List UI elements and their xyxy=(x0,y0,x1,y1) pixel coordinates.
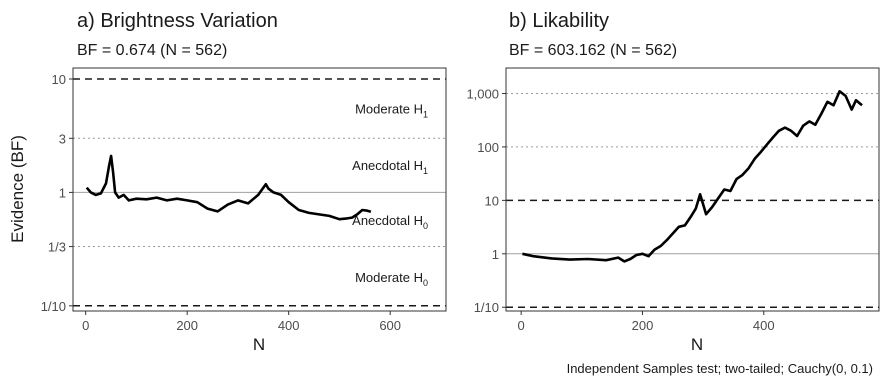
panel-a-annotation: Anecdotal H1 xyxy=(352,158,428,176)
panel-b-y-tick-label: 10 xyxy=(485,193,499,208)
panel-a-y-tick-label: 1/10 xyxy=(41,299,66,314)
panel-b-y-tick-label: 100 xyxy=(477,140,499,155)
panel-b-y-tick-label: 1/10 xyxy=(474,300,499,315)
panel-a-y-tick-label: 10 xyxy=(52,72,66,87)
panel-a-y-tick-label: 1/3 xyxy=(48,240,66,255)
panel-b-x-tick-label: 200 xyxy=(632,318,654,333)
panel-a-x-tick-label: 0 xyxy=(82,318,89,333)
panel-b-likability: b) Likability BF = 603.162 (N = 562) 0 200 4… xyxy=(466,10,880,354)
panel-a-plot-border xyxy=(72,67,447,312)
panel-a-series-line xyxy=(85,154,372,221)
panel-a-y-tick-label: 3 xyxy=(59,131,66,146)
panel-a-x-tick-label: 400 xyxy=(278,318,300,333)
panel-b-series-line xyxy=(522,90,863,263)
panel-b-x-tick-label: 400 xyxy=(753,318,775,333)
panel-b-title: b) Likability xyxy=(509,10,609,32)
panel-b-x-tick-label: 0 xyxy=(518,318,525,333)
panel-b-subtitle: BF = 603.162 (N = 562) xyxy=(509,42,677,59)
panel-b-y-tick-label: 1 xyxy=(492,247,499,262)
panel-b-plot-border xyxy=(505,67,880,312)
panel-a-annotation: Anecdotal H0 xyxy=(352,213,428,231)
panel-a-x-tick-label: 200 xyxy=(176,318,198,333)
panel-a-subtitle: BF = 0.674 (N = 562) xyxy=(77,42,227,59)
panel-a-y-tick-label: 1 xyxy=(59,185,66,200)
panel-a-brightness-variation: a) Brightness Variation BF = 0.674 (N = 5… xyxy=(8,10,447,354)
caption: Independent Samples test; two-tailed; Ca… xyxy=(567,361,873,376)
panel-a-annotation: Moderate H1 xyxy=(355,101,428,119)
panel-a-y-axis-title: Evidence (BF) xyxy=(8,135,27,243)
panel-a-annotation: Moderate H0 xyxy=(355,270,428,288)
panel-a-x-tick-label: 600 xyxy=(379,318,401,333)
panel-a-x-axis-title: N xyxy=(253,335,265,354)
panel-b-y-tick-label: 1,000 xyxy=(466,86,499,101)
panel-b-x-axis-title: N xyxy=(691,335,703,354)
panel-a-title: a) Brightness Variation xyxy=(77,10,278,32)
